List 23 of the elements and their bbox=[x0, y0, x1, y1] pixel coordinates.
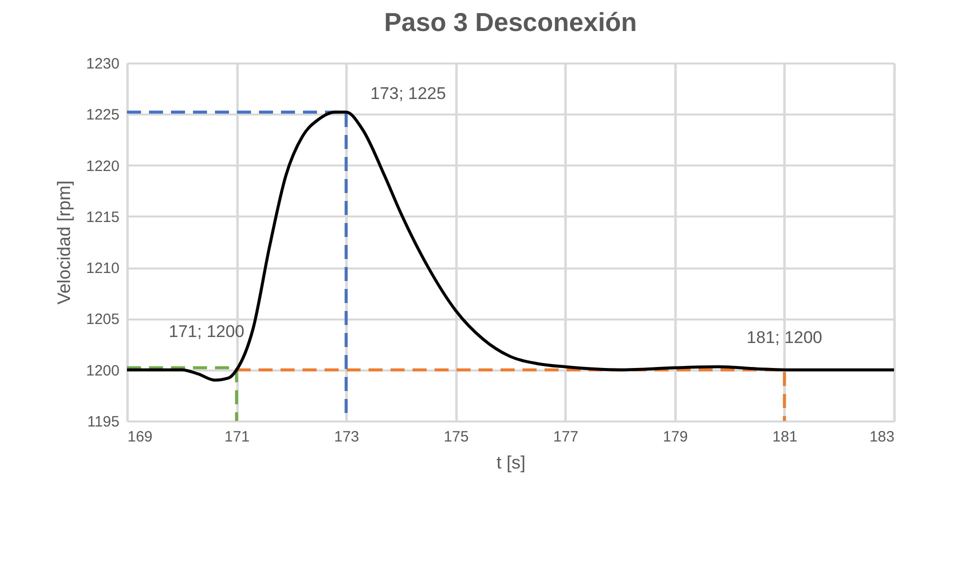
x-tick-label: 181 bbox=[772, 428, 798, 446]
y-tick-label: 1210 bbox=[86, 260, 120, 278]
x-axis-title: t [s] bbox=[496, 452, 526, 472]
x-tick-label: 169 bbox=[128, 428, 153, 446]
annotation: 173; 1225 bbox=[370, 84, 446, 104]
line-series bbox=[127, 110, 894, 382]
y-tick-label: 1205 bbox=[86, 311, 120, 328]
chart-title: Paso 3 Desconexión bbox=[384, 7, 637, 37]
annotation: 171; 1200 bbox=[168, 322, 244, 341]
y-tick-label: 1215 bbox=[86, 208, 120, 226]
y-axis-title: Velocidad [rpm] bbox=[54, 180, 74, 305]
y-tick-label: 1200 bbox=[86, 362, 120, 380]
y-tick-label: 1220 bbox=[86, 158, 120, 175]
x-tick-label: 171 bbox=[224, 428, 250, 446]
y-tick-label: 1195 bbox=[87, 414, 120, 430]
x-tick-label: 183 bbox=[869, 428, 894, 446]
annotation: 181; 1200 bbox=[746, 328, 822, 347]
x-tick-label: 177 bbox=[553, 428, 578, 446]
y-tick-label: 1225 bbox=[86, 106, 120, 124]
x-tick-label: 179 bbox=[662, 428, 688, 446]
x-tick-label: 173 bbox=[334, 428, 360, 446]
x-tick-label: 175 bbox=[444, 428, 469, 446]
y-tick-label: 1230 bbox=[86, 56, 120, 72]
